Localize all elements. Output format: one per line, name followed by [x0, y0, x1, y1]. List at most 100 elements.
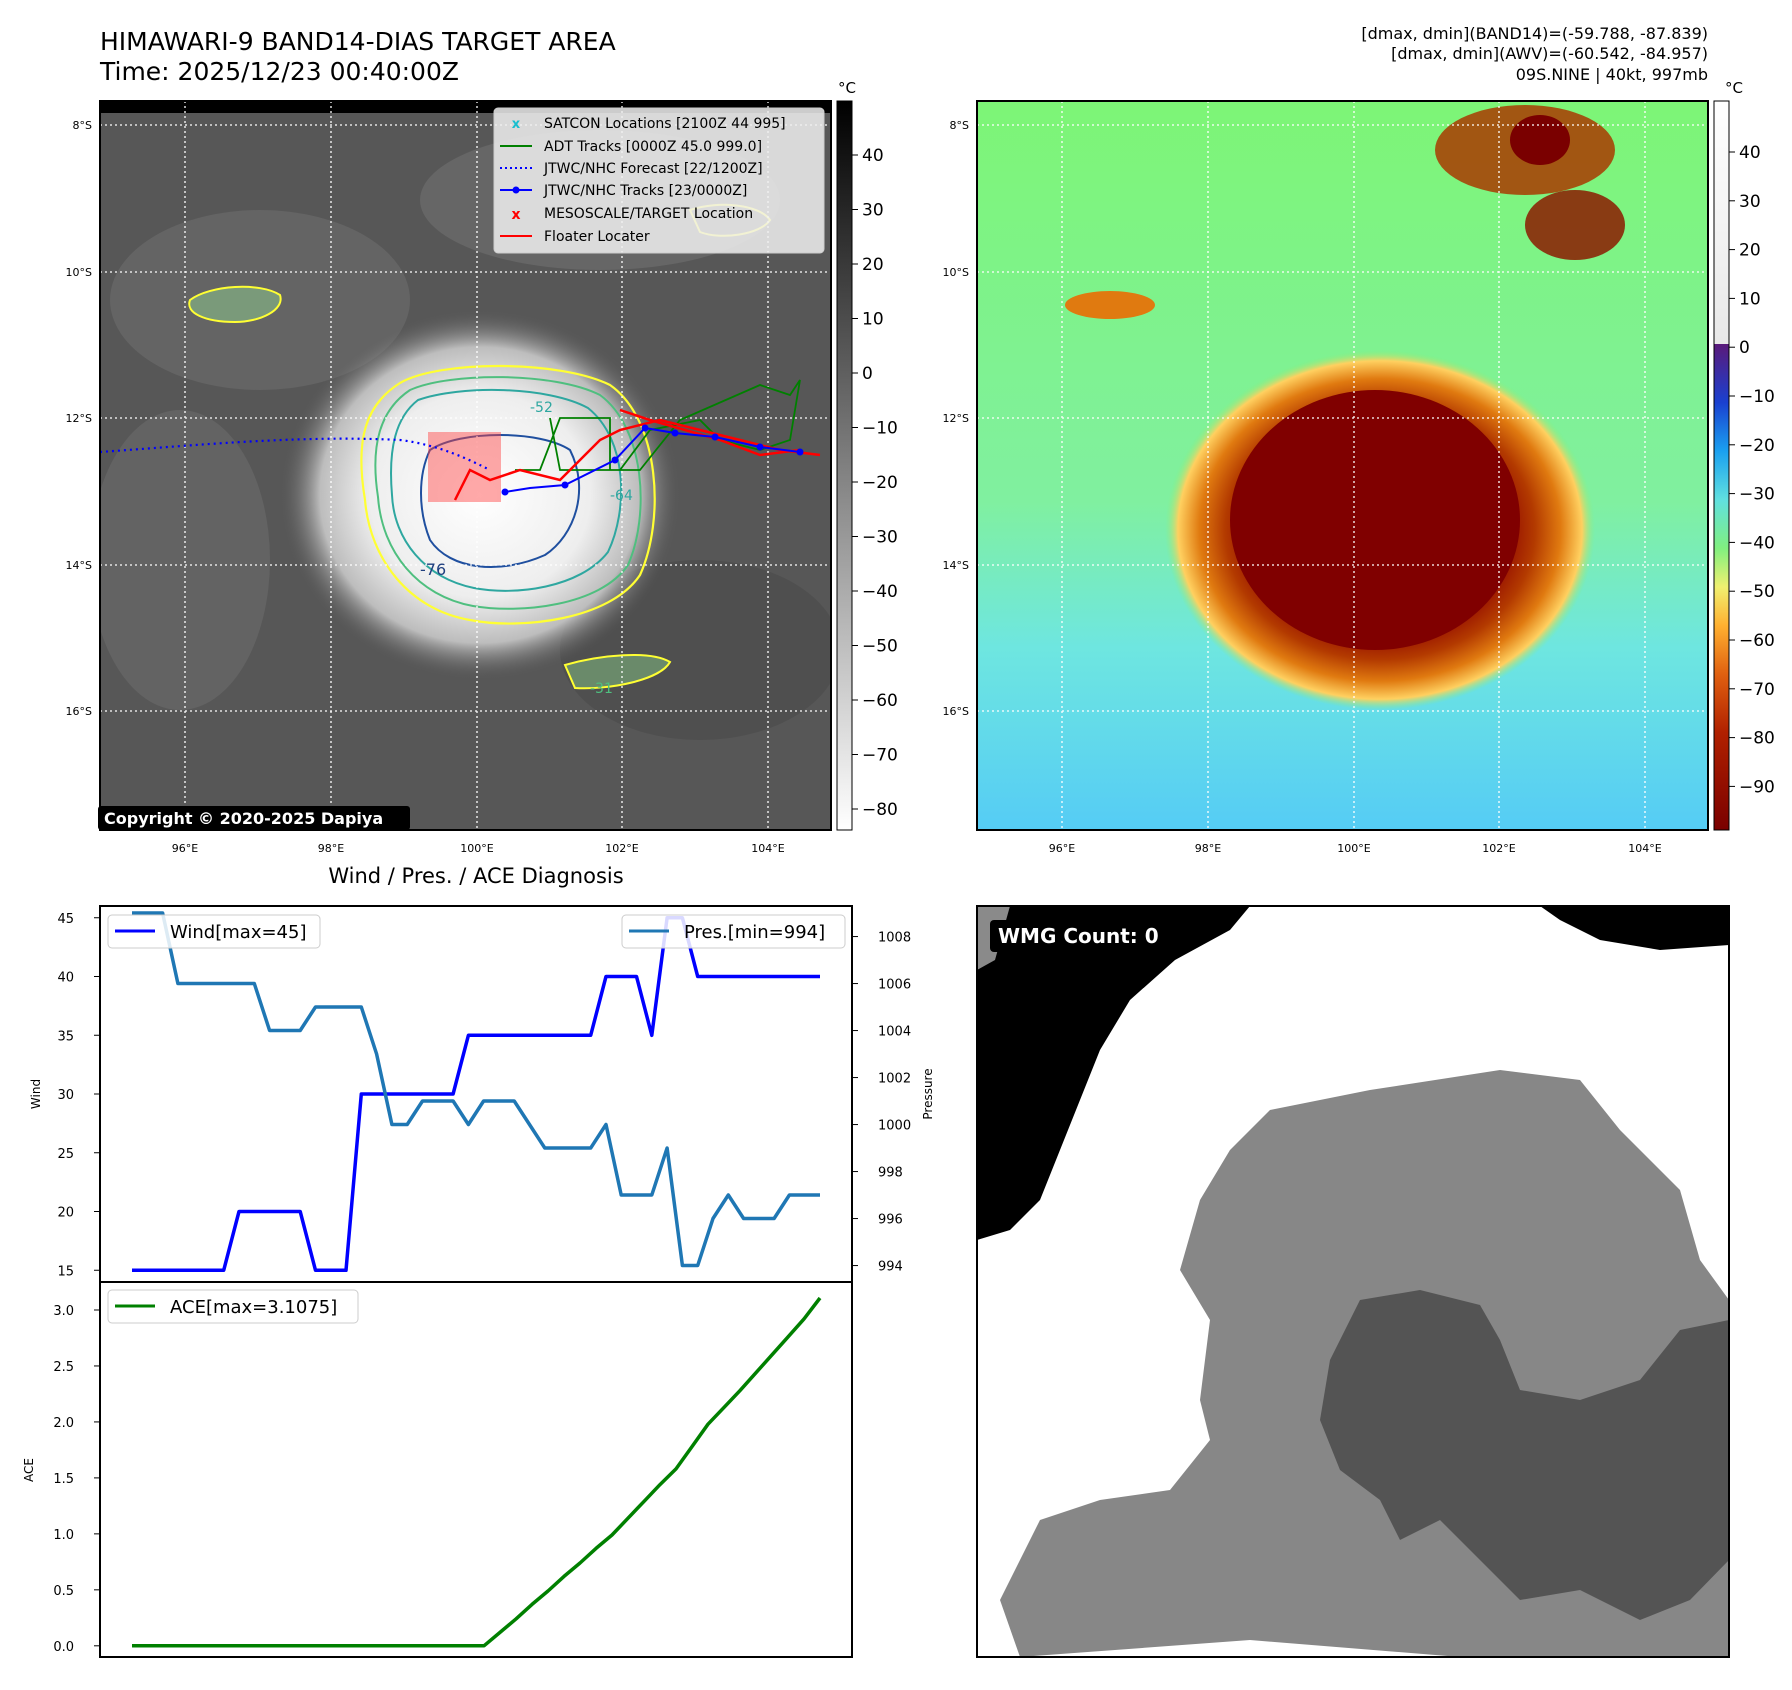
legend-label: ADT Tracks [0000Z 45.0 999.0]: [544, 139, 762, 155]
storm-cold-core: [1230, 390, 1520, 650]
copyright-box: [98, 806, 410, 830]
color-cloud-patch: [1525, 190, 1625, 260]
legend-item-mesoscale: x MESOSCALE/TARGET Location: [511, 206, 753, 223]
colorbar-tick-label: −80: [1739, 729, 1775, 749]
lat-label: 10°S: [943, 266, 969, 279]
lat-label: 14°S: [943, 559, 969, 572]
floater-box: [428, 432, 501, 502]
lat-label: 12°S: [66, 412, 92, 425]
figure-time: Time: 2025/12/23 00:40:00Z: [99, 57, 459, 86]
ace-tick-label: 1.0: [53, 1528, 74, 1543]
jtwc-track: [501, 424, 804, 496]
colorbar-tick-label: −40: [862, 582, 898, 602]
legend-item-floater: Floater Locater: [500, 229, 650, 245]
ace-legend: ACE[max=3.1075]: [107, 1289, 359, 1324]
wmg-count-label: WMG Count: 0: [998, 924, 1159, 948]
colorbar-tick-label: 10: [1739, 289, 1761, 309]
wind-tick-label: 45: [57, 912, 74, 927]
satcon-x-icon: x: [512, 117, 521, 132]
wmg-frame: [976, 905, 1730, 1658]
ir-lon-labels: 96°E 98°E 100°E 102°E 104°E: [172, 842, 785, 855]
figure-title: HIMAWARI-9 BAND14-DIAS TARGET AREA: [100, 27, 616, 56]
pressure-tick-label: 1008: [878, 931, 911, 946]
wind-pressure-series: [132, 911, 820, 1273]
color-colorbar-unit: °C: [1725, 79, 1743, 97]
wind-legend: Wind[max=45]: [107, 914, 321, 949]
wmg-black-region: [1540, 906, 1729, 950]
wind-tick-label: 25: [57, 1147, 74, 1162]
lat-label: 10°S: [66, 266, 92, 279]
pressure-tick-label: 1006: [878, 978, 911, 993]
wind-tick-label: 40: [57, 971, 74, 986]
wind-line: [132, 916, 820, 1273]
wind-pressure-frame: [99, 905, 853, 1283]
awv-stat: [dmax, dmin](AWV)=(-60.542, -84.957): [1391, 44, 1708, 63]
legend-item-satcon: x SATCON Locations [2100Z 44 995]: [512, 116, 786, 132]
colorbar-tick-label: −20: [1739, 436, 1775, 456]
color-map-frame: [976, 100, 1709, 831]
contour-teal: [390, 388, 623, 592]
colorbar-tick-label: −60: [862, 691, 898, 711]
colorbar-tick-label: 0: [1739, 338, 1750, 358]
pressure-tick-label: 996: [878, 1213, 903, 1228]
color-map-panel: 8°S 10°S 12°S 14°S 16°S 96°E 98°E 100°E …: [943, 100, 1709, 855]
pressure-legend: Pres.[min=994]: [621, 914, 846, 949]
wind-tick-label: 30: [57, 1088, 74, 1103]
storm-info: 09S.NINE | 40kt, 997mb: [1516, 65, 1708, 84]
color-colorbar: °C 40 30 20 10 0 −10 −20 −30 −40 −50 −60 −70 −80 −90: [1713, 79, 1775, 831]
ace-line: [132, 1296, 822, 1648]
pressure-tick-label: 1004: [878, 1025, 911, 1040]
color-cloud-patch: [1510, 115, 1570, 165]
forecast-track: [100, 437, 491, 471]
colorbar-tick-label: −50: [862, 637, 898, 657]
wind-axis-label: Wind: [29, 1079, 43, 1109]
ir-map-frame: [99, 100, 832, 831]
gray-colorbar-ticks: 40 30 20 10 0 −10 −20 −30 −40 −50 −60 −70 −80: [852, 146, 898, 820]
wmg-dark-region: [1320, 1290, 1729, 1620]
ace-tick-label: 2.5: [53, 1360, 74, 1375]
color-colorbar-ticks: 40 30 20 10 0 −10 −20 −30 −40 −50 −60 −70 −80 −90: [1729, 143, 1775, 797]
track-dot-icon: [512, 186, 520, 194]
legend-label: MESOSCALE/TARGET Location: [544, 206, 753, 222]
lon-label: 98°E: [1195, 842, 1221, 855]
color-colorbar-cold: [1714, 344, 1729, 830]
ace-tick-label: 3.0: [53, 1304, 74, 1319]
diag-title: Wind / Pres. / ACE Diagnosis: [328, 864, 623, 888]
pressure-tick-label: 994: [878, 1260, 903, 1275]
pressure-line: [132, 911, 820, 1268]
wmg-black-region: [977, 906, 1250, 1240]
pressure-tick-label: 1000: [878, 1119, 911, 1134]
copyright-text: Copyright © 2020-2025 Dapiya: [104, 809, 383, 828]
colorbar-tick-label: 40: [1739, 143, 1761, 163]
colorbar-tick-label: 10: [862, 310, 884, 330]
colorbar-tick-label: −20: [862, 473, 898, 493]
band14-stat: [dmax, dmin](BAND14)=(-59.788, -87.839): [1361, 24, 1708, 43]
gray-colorbar-unit: °C: [838, 79, 856, 97]
legend-label: Floater Locater: [544, 229, 650, 245]
colorbar-tick-label: −30: [1739, 485, 1775, 505]
lat-label: 8°S: [73, 119, 92, 132]
pressure-tick-label: 998: [878, 1166, 903, 1181]
colorbar-tick-label: 40: [862, 146, 884, 166]
color-gridlines: [977, 101, 1708, 830]
contour-yellow: [360, 364, 656, 625]
contour-label: -31: [590, 681, 613, 697]
contour-label: -76: [420, 560, 446, 579]
floater-track: [453, 408, 821, 501]
ace-series: [132, 1296, 822, 1648]
legend-item-adt: ADT Tracks [0000Z 45.0 999.0]: [500, 139, 762, 155]
contour-blue: [420, 434, 581, 568]
wind-tick-label: 35: [57, 1029, 74, 1044]
colorbar-tick-label: 20: [862, 255, 884, 275]
ace-axis-label: ACE: [22, 1458, 36, 1482]
legend-label: JTWC/NHC Tracks [23/0000Z]: [543, 183, 747, 199]
colorbar-tick-label: −90: [1739, 777, 1775, 797]
lon-label: 100°E: [1337, 842, 1370, 855]
pressure-legend-label: Pres.[min=994]: [684, 922, 825, 943]
ir-map-panel: -76 -64 -52 -31 x SATCON Locations [2100…: [66, 100, 832, 855]
lat-label: 8°S: [950, 119, 969, 132]
ace-frame: [99, 1281, 853, 1658]
colorbar-tick-label: −10: [862, 419, 898, 439]
colorbar-tick-label: −70: [862, 746, 898, 766]
